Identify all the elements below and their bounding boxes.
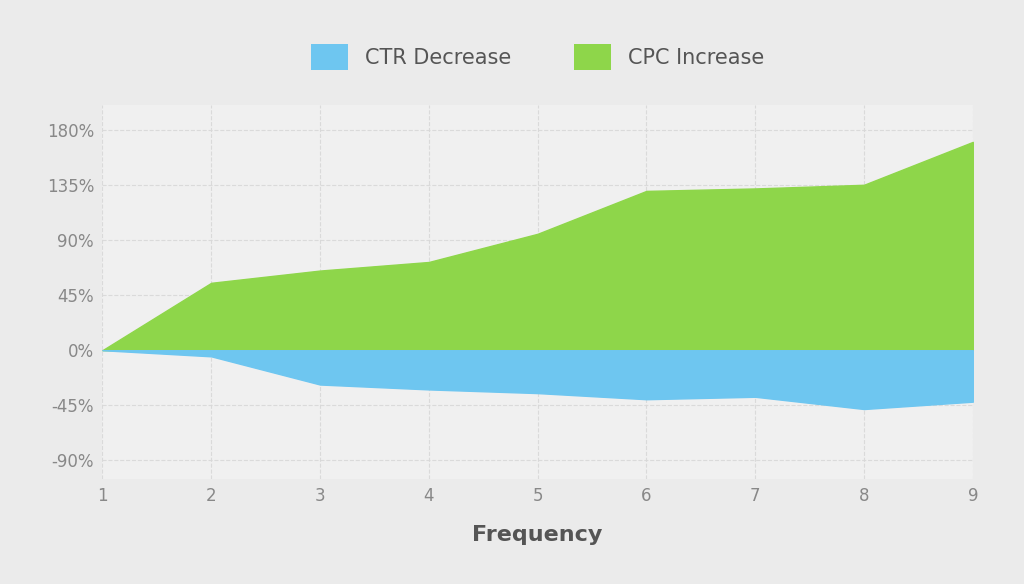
Legend: CTR Decrease, CPC Increase: CTR Decrease, CPC Increase (300, 33, 775, 81)
X-axis label: Frequency: Frequency (472, 524, 603, 545)
